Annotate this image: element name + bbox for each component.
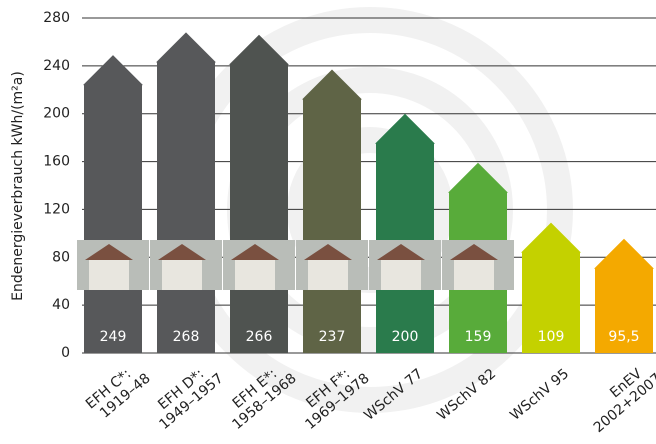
y-tick-label: 80 <box>52 249 70 265</box>
house-photo-roof <box>158 244 206 260</box>
value-label: 237 <box>319 329 346 345</box>
y-tick-label: 200 <box>43 106 70 122</box>
y-tick-label: 120 <box>43 201 70 217</box>
x-tick-label-group: EFH C*:1919–48 <box>83 366 154 422</box>
house-photo-roof <box>450 244 498 260</box>
value-label: 268 <box>173 329 200 345</box>
house-photo-roof <box>85 244 133 260</box>
y-tick-label: 0 <box>61 345 70 361</box>
y-tick-label: 160 <box>43 154 70 170</box>
x-tick-label-group: WSchV 95 <box>507 366 572 424</box>
house-photo-wall <box>235 258 275 290</box>
value-label: 95,5 <box>608 329 639 345</box>
house-bar <box>229 34 289 353</box>
value-label: 159 <box>465 329 492 345</box>
house-photo-wall <box>454 258 494 290</box>
y-axis-title: Endenergieverbrauch kWh/(m²a) <box>10 71 26 301</box>
house-photo-roof <box>377 244 425 260</box>
y-tick-label: 280 <box>43 10 70 26</box>
house-photo-wall <box>162 258 202 290</box>
house-photo-roof <box>304 244 352 260</box>
house-bar <box>302 69 362 354</box>
value-label: 249 <box>100 329 127 345</box>
x-tick-label: WSchV 95 <box>507 366 572 424</box>
value-label: 109 <box>538 329 565 345</box>
house-bar <box>156 32 216 353</box>
house-photo-wall <box>308 258 348 290</box>
house-bar <box>83 55 143 353</box>
house-bar <box>375 113 435 353</box>
y-tick-label: 40 <box>52 297 70 313</box>
house-bar <box>521 222 581 353</box>
house-bar <box>594 238 654 353</box>
y-tick-label: 240 <box>43 58 70 74</box>
value-label: 266 <box>246 329 273 345</box>
x-tick-label-group: EFH D*:1949–1957 <box>155 366 226 433</box>
house-photo-wall <box>89 258 129 290</box>
house-photo-wall <box>381 258 421 290</box>
value-label: 200 <box>392 329 419 345</box>
house-photo-roof <box>231 244 279 260</box>
